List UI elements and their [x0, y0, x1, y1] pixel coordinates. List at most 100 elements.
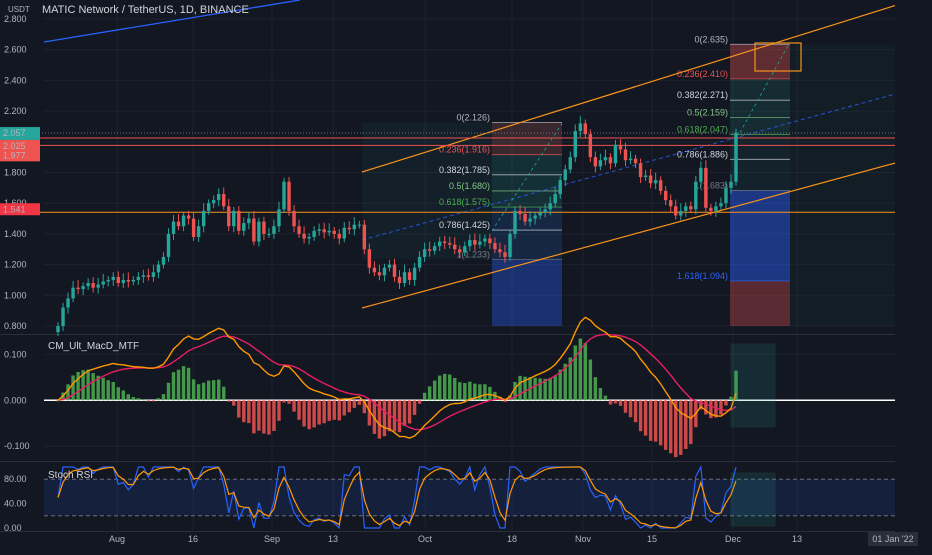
- macd-histogram-bar: [211, 380, 216, 401]
- candle-body: [71, 287, 75, 299]
- channel-mid-dashed: [361, 83, 932, 241]
- candle-body: [437, 241, 442, 247]
- candle-body: [347, 227, 351, 230]
- stoch-highlight-box: [730, 472, 776, 527]
- candle-body: [719, 203, 723, 207]
- fib-right-red-box: [730, 280, 790, 326]
- candle-body: [277, 209, 281, 227]
- candle-body: [131, 279, 136, 282]
- macd-pane-title: CM_Ult_MacD_MTF: [48, 341, 139, 352]
- fib-left-label: 0(2.126): [456, 112, 490, 122]
- candle-body: [653, 180, 658, 184]
- candle-body: [669, 200, 673, 207]
- macd-histogram-bar: [342, 400, 346, 416]
- macd-histogram-bar: [658, 400, 663, 446]
- candle-body: [478, 241, 482, 245]
- macd-histogram-bar: [201, 382, 206, 401]
- macd-histogram-bar: [96, 375, 100, 401]
- projection-dash-right: [739, 41, 791, 133]
- red-tag-2-bg: [0, 149, 40, 162]
- macd-histogram-bar: [729, 396, 733, 401]
- macd-histogram-bar: [503, 400, 507, 402]
- orange-tag: 1.541: [3, 204, 26, 214]
- fib-left-blue-box: [492, 259, 562, 326]
- macd-histogram-bar: [176, 369, 181, 401]
- macd-histogram-bar: [196, 384, 201, 401]
- candle-body: [201, 210, 206, 227]
- macd-histogram-bar: [111, 381, 115, 401]
- candle-body: [126, 279, 131, 282]
- candle-body: [548, 203, 552, 210]
- macd-histogram-bar: [322, 400, 326, 424]
- time-cursor-tag-bg: [868, 532, 918, 546]
- candle-body: [206, 203, 211, 211]
- candle-body: [628, 158, 633, 161]
- candle-body: [583, 123, 588, 135]
- candle-body: [407, 272, 412, 280]
- macd-histogram-bar: [121, 390, 125, 401]
- macd-line: [57, 316, 737, 439]
- red-tag-2: 1.977: [3, 150, 26, 160]
- symbol-title[interactable]: MATIC Network / TetherUS, 1D, BINANCE: [42, 4, 249, 16]
- macd-histogram-bar: [362, 400, 367, 414]
- stoch-pane-title: Stoch RSI: [48, 470, 93, 481]
- target-box: [754, 42, 802, 72]
- macd-histogram-bar: [146, 400, 151, 402]
- macd-histogram-bar: [287, 400, 291, 404]
- macd-histogram-bar: [332, 400, 336, 420]
- fib-right-blue-box: [730, 190, 790, 281]
- candle-body: [227, 206, 231, 227]
- time-tick-label: 16: [188, 534, 198, 544]
- macd-histogram-bar: [463, 383, 467, 401]
- macd-histogram-bar: [663, 400, 668, 450]
- candle-body: [237, 210, 241, 231]
- fib-left-label: 0.786(1.425): [439, 220, 490, 230]
- candle-body: [498, 249, 502, 253]
- price-tick-label: 2.800: [4, 14, 27, 24]
- candle-body: [272, 226, 276, 234]
- macd-histogram-bar: [458, 382, 462, 401]
- macd-histogram-bar: [222, 386, 226, 401]
- macd-histogram-bar: [136, 398, 141, 401]
- macd-histogram-bar: [618, 400, 623, 406]
- red-tag-1-bg: [0, 139, 40, 152]
- orange-tag-bg: [0, 203, 40, 216]
- macd-histogram-bar: [141, 399, 146, 401]
- candle-body: [684, 206, 688, 211]
- candle-body: [56, 326, 60, 333]
- candle-body: [121, 279, 125, 284]
- candle-body: [578, 123, 583, 132]
- candle-body: [312, 230, 316, 237]
- red-tag-1: 2.025: [3, 141, 26, 151]
- channel-upper: [361, 0, 915, 173]
- candle-body: [287, 181, 291, 211]
- macd-histogram-bar: [101, 377, 105, 401]
- candle-body: [493, 243, 497, 250]
- candle-body: [593, 157, 598, 167]
- candle-body: [528, 218, 532, 222]
- candle-body: [387, 264, 392, 268]
- macd-histogram-bar: [643, 400, 648, 436]
- candle-body: [76, 287, 80, 290]
- candle-body: [66, 298, 70, 308]
- candle-body: [342, 227, 346, 239]
- macd-histogram-bar: [337, 400, 341, 421]
- candle-body: [704, 167, 708, 208]
- price-tick-label: 1.800: [4, 168, 27, 178]
- candle-body: [267, 233, 271, 235]
- candle-body: [96, 284, 100, 288]
- candle-body: [598, 160, 603, 167]
- candle-body: [146, 275, 151, 277]
- stoch-d-line: [57, 466, 737, 529]
- candle-body: [473, 240, 477, 245]
- macd-histogram-bar: [478, 384, 482, 401]
- price-tick-label: 2.600: [4, 45, 27, 55]
- candle-body: [317, 229, 321, 231]
- macd-histogram-bar: [573, 345, 577, 401]
- macd-histogram-bar: [653, 400, 658, 442]
- candle-body: [508, 233, 512, 257]
- macd-histogram-bar: [422, 392, 427, 401]
- candle-body: [211, 200, 216, 204]
- fib-right-green-band: [730, 78, 790, 135]
- candle-body: [111, 276, 115, 280]
